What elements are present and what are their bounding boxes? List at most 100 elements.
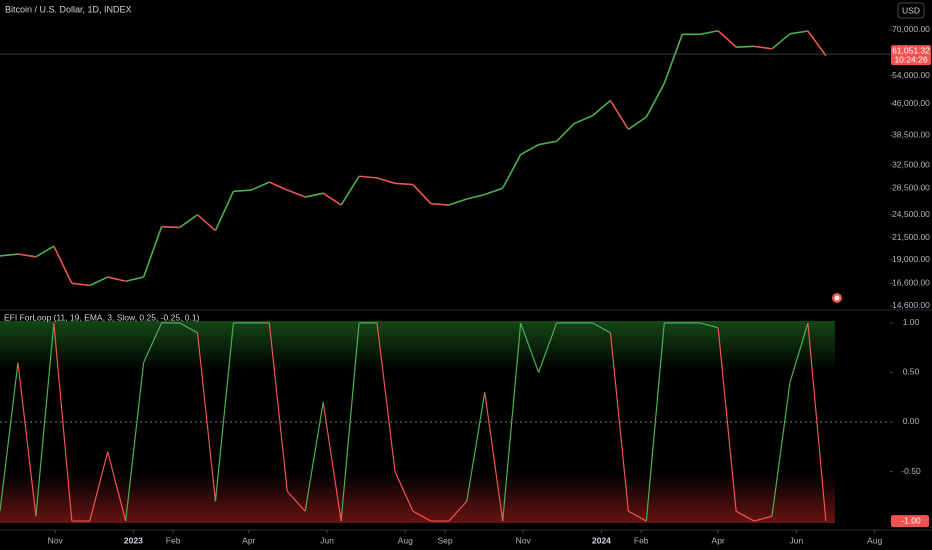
series-segment — [376, 177, 396, 185]
series-segment — [627, 116, 647, 131]
series-segment — [376, 322, 396, 472]
x-tick-label: 2023 — [124, 535, 143, 545]
y-tick-label: 38,500.00 — [892, 129, 930, 139]
y-tick-label: -0.50 — [901, 466, 921, 476]
series-segment — [196, 332, 217, 502]
series-segment — [179, 214, 198, 229]
upper-band — [0, 321, 835, 371]
series-segment — [305, 192, 324, 198]
series-segment — [448, 500, 468, 522]
series-segment — [609, 332, 629, 512]
currency-button[interactable] — [897, 2, 925, 19]
x-tick-label: Sep — [437, 535, 452, 545]
series-segment — [17, 362, 37, 517]
series-segment — [628, 510, 647, 522]
y-tick-label: 24,500.00 — [892, 209, 930, 219]
series-segment — [717, 327, 737, 512]
series-segment — [430, 202, 449, 206]
series-segment — [538, 140, 557, 146]
indicator-title: EFI ForLoop (11, 19, EMA, 3, Slow, 0.25,… — [4, 312, 200, 322]
series-segment — [645, 322, 665, 522]
event-icon-core — [834, 295, 840, 301]
series-segment — [448, 198, 468, 206]
series-segment — [538, 322, 558, 373]
series-segment — [89, 276, 109, 287]
y-tick-label: 14,600.00 — [892, 300, 930, 310]
series-segment — [520, 322, 540, 373]
x-tick-label: 2024 — [592, 535, 611, 545]
y-tick-label: 0.50 — [903, 367, 920, 377]
series-segment — [89, 451, 109, 522]
y-tick-label: 70,000.00 — [892, 24, 930, 34]
x-tick-label: Feb — [634, 535, 649, 545]
last-value-label: -1.00 — [901, 515, 921, 525]
series-segment — [502, 154, 522, 189]
series-segment — [736, 45, 755, 48]
series-segment — [142, 226, 163, 278]
series-segment — [591, 99, 611, 117]
series-segment — [609, 100, 630, 130]
series-segment — [466, 193, 485, 200]
lower-band — [0, 474, 835, 523]
series-segment — [663, 34, 683, 84]
series-segment — [466, 392, 486, 502]
series-segment — [161, 225, 180, 229]
series-segment — [394, 471, 414, 512]
y-tick-label: 19,000.00 — [892, 254, 930, 264]
countdown-label: 10:24:26 — [894, 54, 927, 64]
x-tick-label: Aug — [867, 535, 882, 545]
series-segment — [645, 82, 665, 118]
x-tick-label: Nov — [48, 535, 64, 545]
last-price-label: 61,051.32 — [892, 45, 930, 55]
series-segment — [789, 322, 809, 383]
y-tick-label: 1.00 — [903, 317, 920, 327]
last-price-box — [891, 45, 931, 66]
last-value-box — [891, 515, 929, 528]
series-segment — [700, 322, 719, 329]
series-segment — [107, 451, 127, 522]
series-segment — [71, 282, 90, 287]
x-tick-label: Aug — [398, 535, 413, 545]
symbol-title: Bitcoin / U.S. Dollar, 1D, INDEX — [5, 4, 132, 14]
series-segment — [268, 181, 288, 191]
series-segment — [717, 30, 737, 48]
y-tick-label: 46,000.00 — [892, 98, 930, 108]
series-segment — [0, 253, 19, 257]
y-tick-label: 32,500.00 — [892, 159, 930, 169]
series-segment — [771, 33, 791, 50]
series-segment — [412, 510, 432, 522]
series-segment — [700, 29, 719, 36]
series-segment — [359, 175, 378, 179]
series-segment — [0, 362, 19, 512]
series-segment — [340, 175, 360, 206]
series-segment — [107, 276, 126, 283]
series-segment — [592, 322, 611, 334]
series-segment — [304, 402, 324, 512]
series-segment — [574, 115, 593, 125]
series-segment — [286, 490, 306, 512]
series-segment — [214, 322, 234, 502]
y-tick-label: 21,500.00 — [892, 232, 930, 242]
series-segment — [125, 362, 145, 522]
series-segment — [484, 392, 504, 522]
series-segment — [412, 183, 432, 205]
series-segment — [53, 322, 73, 522]
x-tick-label: Jun — [790, 535, 804, 545]
y-tick-label: 28,500.00 — [892, 182, 930, 192]
series-segment — [502, 322, 522, 522]
series-segment — [807, 322, 827, 522]
series-segment — [735, 510, 755, 522]
series-segment — [179, 322, 198, 334]
x-tick-label: Jun — [320, 535, 334, 545]
x-tick-label: Apr — [712, 535, 725, 545]
series-segment — [214, 190, 235, 231]
series-segment — [322, 402, 342, 522]
series-segment — [807, 30, 827, 57]
currency-label: USD — [902, 5, 920, 15]
series-segment — [35, 245, 55, 258]
series-segment — [125, 276, 144, 283]
x-tick-label: Feb — [166, 535, 181, 545]
series-segment — [268, 322, 288, 492]
series-segment — [789, 30, 809, 35]
